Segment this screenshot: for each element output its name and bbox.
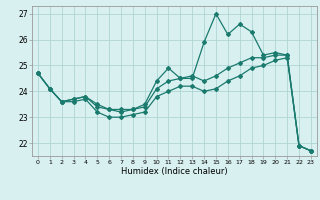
X-axis label: Humidex (Indice chaleur): Humidex (Indice chaleur) <box>121 167 228 176</box>
